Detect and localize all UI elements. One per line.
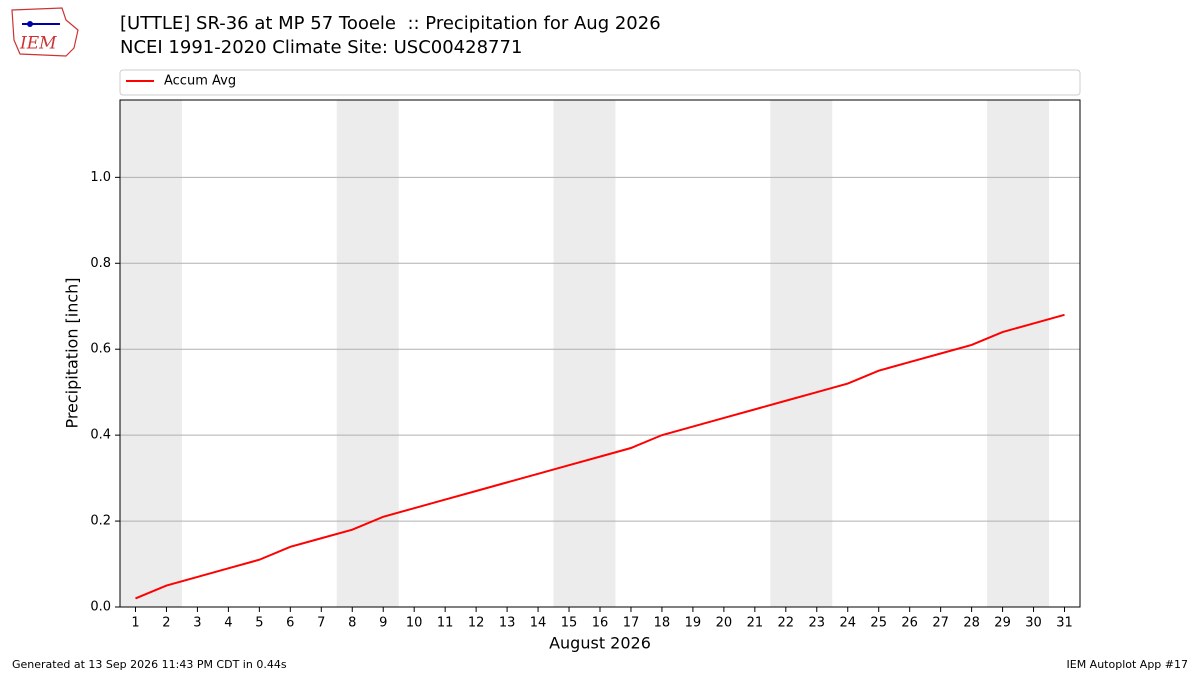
x-tick-label: 12 [468,616,485,631]
x-tick-label: 21 [747,616,764,631]
logo: IEM [11,7,79,57]
x-tick-label: 29 [994,616,1011,631]
x-tick-label: 2 [162,616,170,631]
plot-frame [119,99,1081,608]
x-tick-label: 19 [685,616,702,631]
x-tick-label: 31 [1056,616,1073,631]
y-tick-label: 0.8 [90,256,111,271]
x-tick-label: 4 [224,616,232,631]
x-tick-label: 26 [901,616,918,631]
logo-outline [11,7,79,57]
y-axis-label: Precipitation [inch] [63,277,82,428]
legend-label: Accum Avg [164,74,236,89]
x-tick-label: 3 [193,616,201,631]
y-tick-label: 0.0 [90,600,111,615]
x-tick-label: 17 [623,616,640,631]
x-axis-label: August 2026 [549,634,651,653]
x-tick-label: 1 [131,616,139,631]
y-tick-label: 1.0 [90,170,111,185]
y-tick-label: 0.2 [90,514,111,529]
data-line [135,313,1065,600]
x-tick-label: 11 [437,616,454,631]
y-tick-label: 0.4 [90,428,111,443]
legend-box [119,69,1081,96]
x-tick-label: 8 [348,616,356,631]
footer-right: IEM Autoplot App #17 [1067,658,1189,671]
x-tick-label: 10 [406,616,423,631]
x-tick-label: 9 [379,616,387,631]
y-tick-label: 0.6 [90,342,111,357]
x-tick-label: 13 [499,616,516,631]
weekend-shade [120,100,182,607]
x-tick-label: 6 [286,616,294,631]
x-tick-label: 5 [255,616,263,631]
x-tick-label: 18 [654,616,671,631]
x-tick-label: 28 [963,616,980,631]
chart-title: [UTTLE] SR-36 at MP 57 Tooele :: Precipi… [120,13,661,34]
x-tick-label: 14 [530,616,547,631]
x-tick-label: 30 [1025,616,1042,631]
logo-icon [27,21,33,27]
x-tick-label: 23 [809,616,826,631]
x-tick-label: 15 [561,616,578,631]
x-tick-label: 16 [592,616,609,631]
x-tick-label: 25 [870,616,887,631]
x-tick-label: 7 [317,616,325,631]
chart-subtitle: NCEI 1991-2020 Climate Site: USC00428771 [120,37,522,58]
x-tick-label: 22 [778,616,795,631]
weekend-shade [987,100,1050,607]
x-tick-label: 24 [839,616,856,631]
logo-text: IEM [19,34,57,54]
weekend-shade [553,100,616,607]
footer-left: Generated at 13 Sep 2026 11:43 PM CDT in… [12,658,287,671]
x-tick-label: 27 [932,616,949,631]
x-tick-label: 20 [716,616,733,631]
weekend-shade [770,100,833,607]
